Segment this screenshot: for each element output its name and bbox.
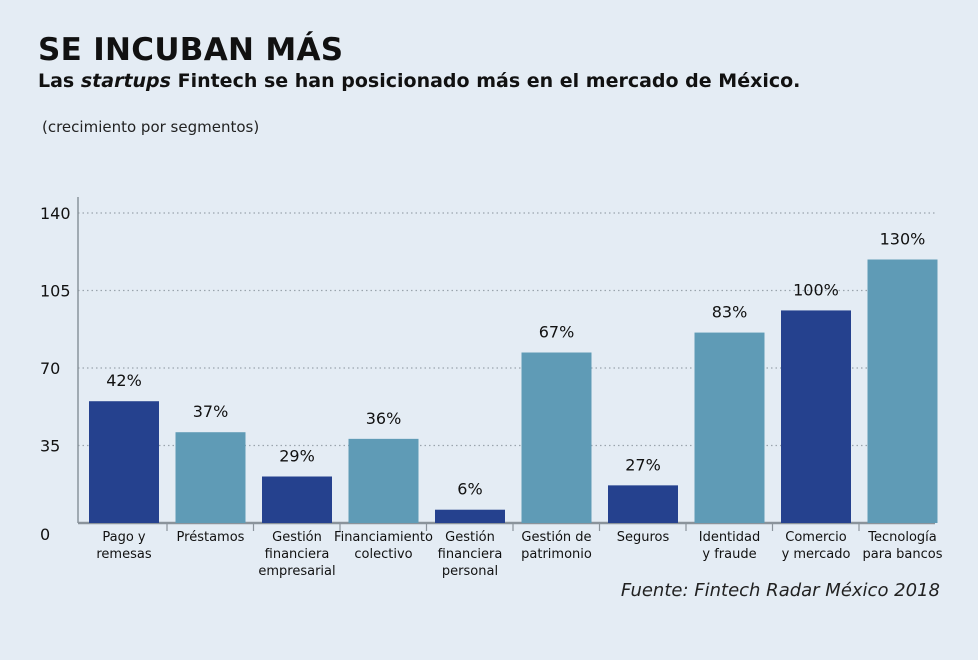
x-tick-label: Financiamiento [334, 530, 433, 545]
bar [694, 332, 765, 523]
bar [89, 401, 159, 523]
data-label: 130% [880, 230, 926, 249]
chart-title: SE INCUBAN MÁS [38, 32, 344, 68]
x-tick-label: Gestión [445, 530, 495, 545]
y-tick-label: 140 [40, 204, 71, 223]
data-label: 37% [193, 402, 229, 421]
bar [781, 310, 851, 523]
bar [608, 485, 678, 523]
x-tick-label: Comercio [785, 530, 847, 545]
data-label: 27% [625, 455, 661, 474]
data-label: 100% [793, 280, 839, 299]
subtitle-pre: Las [38, 70, 81, 92]
bar [175, 432, 246, 523]
units-label: (crecimiento por segmentos) [42, 118, 260, 136]
bar [521, 352, 592, 523]
chart-subtitle: Las startups Fintech se han posicionado … [38, 70, 800, 92]
y-tick-label: 35 [40, 437, 60, 456]
x-tick-label: Identidad [699, 530, 761, 545]
data-label: 29% [279, 447, 315, 466]
x-tick-label: Tecnología [867, 530, 936, 545]
y-tick-label: 0 [40, 525, 50, 544]
x-tick-label: Pago y [102, 530, 146, 545]
x-tick-label: para bancos [863, 547, 943, 562]
subtitle-post: Fintech se han posicionado más en el mer… [170, 70, 801, 92]
data-label: 42% [106, 371, 142, 390]
data-label: 6% [457, 480, 482, 499]
y-tick-label: 70 [40, 359, 60, 378]
x-tick-label: Gestión de [521, 530, 591, 545]
source-note: Fuente: Fintech Radar México 2018 [620, 580, 940, 601]
x-tick-label: Seguros [617, 530, 670, 545]
data-label: 83% [712, 303, 748, 322]
data-label: 67% [539, 323, 575, 342]
subtitle-emphasis: startups [80, 70, 171, 92]
x-tick-label: colectivo [354, 547, 412, 562]
bar [435, 509, 505, 523]
data-label: 36% [366, 409, 402, 428]
x-tick-label: patrimonio [521, 547, 592, 562]
bar [262, 476, 332, 523]
x-tick-label: remesas [96, 547, 151, 562]
x-tick-label: financiera [438, 547, 503, 562]
x-tick-label: Préstamos [177, 530, 245, 545]
x-tick-label: financiera [265, 547, 330, 562]
bar [867, 259, 938, 523]
x-tick-label: personal [442, 564, 498, 579]
bar [348, 438, 419, 523]
y-tick-label: 105 [40, 282, 71, 301]
x-tick-label: Gestión [272, 530, 322, 545]
x-tick-label: y fraude [702, 547, 756, 562]
x-tick-label: empresarial [258, 564, 335, 579]
x-tick-label: y mercado [782, 547, 851, 562]
